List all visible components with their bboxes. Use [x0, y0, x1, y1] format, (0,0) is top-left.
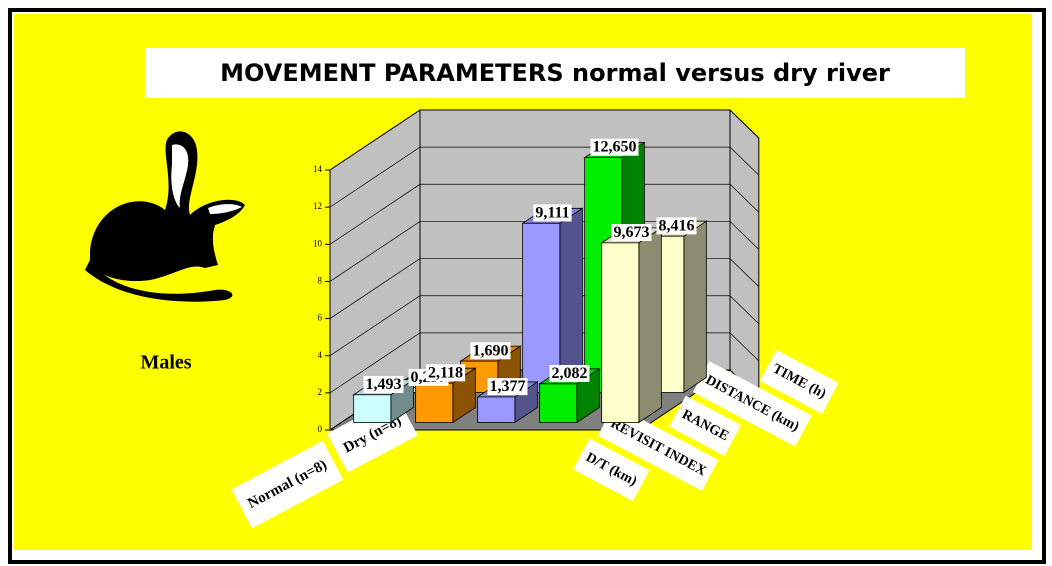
label-box	[760, 349, 839, 414]
value-label-box	[611, 224, 652, 242]
value-label-box	[590, 138, 639, 156]
value-label-box	[549, 365, 590, 383]
value-label: 1,690	[473, 342, 509, 359]
value-label: 2,118	[428, 364, 463, 381]
value-label-box	[656, 217, 697, 235]
y-tick-label: 10	[313, 238, 323, 248]
y-tick-label: 6	[318, 313, 323, 323]
y-tick-label: 12	[313, 201, 322, 211]
value-label-box	[533, 204, 572, 222]
value-label-box	[487, 378, 528, 396]
bar-side	[683, 220, 707, 394]
bar-side	[638, 227, 662, 424]
y-tick-label: 2	[318, 387, 323, 397]
bar	[539, 383, 578, 423]
bar	[522, 222, 561, 393]
value-label-box	[425, 364, 466, 382]
grid-line	[329, 183, 760, 245]
title-box	[145, 48, 965, 98]
value-label: 2,082	[552, 365, 588, 382]
label-box	[597, 404, 719, 491]
value-label: 1,377	[490, 378, 526, 395]
y-tick-label: 14	[313, 164, 323, 174]
y-tick-label: 4	[318, 350, 323, 360]
side-wall	[729, 108, 760, 400]
value-label: 8,416	[659, 217, 695, 234]
bar	[353, 394, 392, 423]
label-box	[573, 438, 650, 502]
bar	[477, 396, 516, 423]
bar	[415, 382, 454, 423]
chart-title: MOVEMENT PARAMETERS normal versus dry ri…	[220, 59, 890, 87]
otter-illustration	[85, 131, 245, 302]
value-label: 1,493	[366, 376, 402, 393]
category-label-group: Normal (n=8)	[231, 440, 344, 529]
bar	[601, 242, 640, 423]
annotation: Males	[140, 352, 191, 374]
value-label-box	[470, 342, 511, 360]
label-box	[231, 440, 344, 529]
label-box	[692, 361, 812, 447]
grid-line	[329, 146, 760, 208]
value-label-box	[363, 375, 404, 393]
label-box	[669, 395, 741, 456]
y-tick-label: 8	[318, 275, 323, 285]
y-tick-label: 0	[318, 424, 323, 434]
grid-line	[329, 109, 760, 171]
value-label: 9,673	[614, 224, 650, 241]
value-label: 12,650	[593, 139, 637, 156]
value-label: 9,111	[535, 204, 569, 221]
